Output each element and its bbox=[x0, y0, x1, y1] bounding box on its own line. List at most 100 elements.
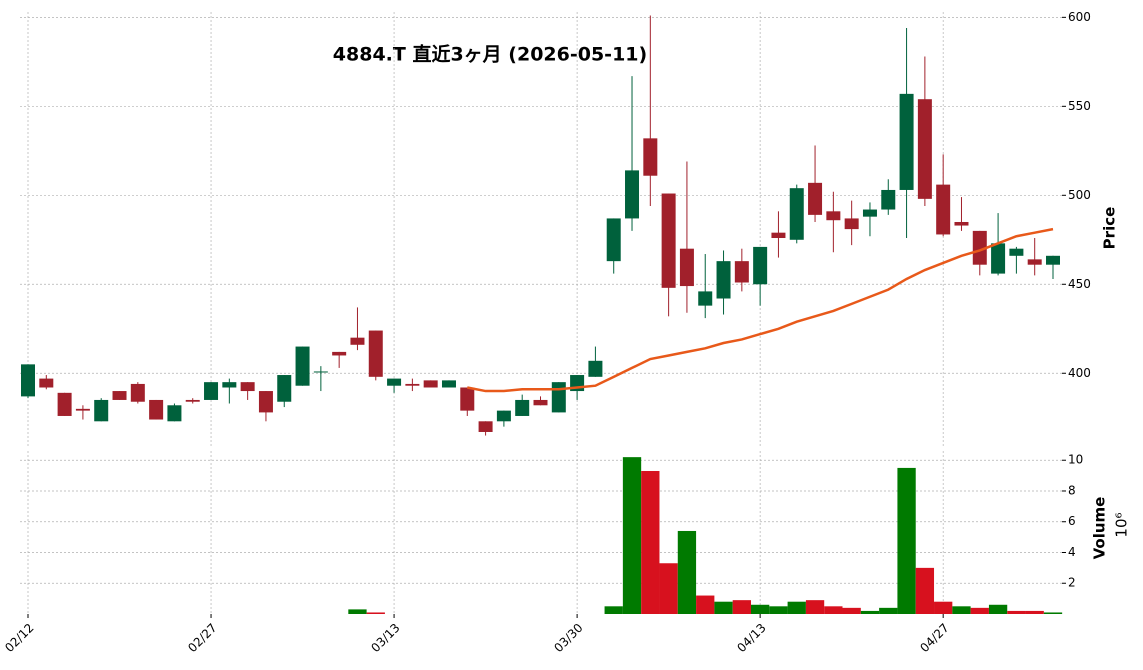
candle-body bbox=[313, 371, 328, 373]
candle-body bbox=[167, 405, 182, 422]
candle-body bbox=[387, 378, 402, 386]
y-tick-label: 500 bbox=[1068, 188, 1091, 202]
volume-bar bbox=[970, 607, 989, 614]
volume-bar bbox=[750, 604, 770, 614]
y-tick-label: 600 bbox=[1068, 10, 1091, 24]
candle-body bbox=[606, 218, 621, 262]
volume-bar bbox=[952, 606, 971, 614]
volume-bar bbox=[879, 607, 898, 614]
candle-body bbox=[551, 382, 566, 413]
candle-body bbox=[917, 99, 932, 199]
candle-body bbox=[972, 230, 987, 265]
candle-body bbox=[478, 421, 493, 432]
candle-body bbox=[39, 378, 54, 388]
candle-body bbox=[515, 399, 530, 416]
volume-axis-title: Volume bbox=[1091, 497, 1109, 560]
candle-body bbox=[991, 243, 1006, 274]
volume-bar bbox=[805, 600, 825, 614]
candle-body bbox=[332, 351, 347, 356]
candle-body bbox=[771, 232, 786, 239]
candle-body bbox=[441, 380, 456, 388]
candle-body bbox=[1027, 259, 1042, 265]
x-tick-label: 03/30 bbox=[551, 621, 585, 655]
candle-body bbox=[899, 93, 914, 190]
candle-body bbox=[1009, 248, 1024, 256]
volume-tick-label: 4 bbox=[1068, 545, 1076, 559]
candle-body bbox=[258, 391, 273, 413]
volume-offset-label: 10⁶ bbox=[1113, 512, 1131, 537]
candle-body bbox=[1046, 255, 1060, 265]
volume-bar bbox=[934, 601, 953, 614]
y-tick-label: 400 bbox=[1068, 366, 1091, 380]
candle-body bbox=[826, 211, 841, 221]
candle-body bbox=[881, 189, 896, 210]
candle-body bbox=[460, 387, 475, 411]
candle-body bbox=[75, 408, 90, 411]
candle-body bbox=[240, 382, 255, 392]
x-tick-label: 02/12 bbox=[2, 621, 36, 655]
candle-body bbox=[204, 382, 219, 400]
candle-body bbox=[112, 391, 127, 400]
volume-bar bbox=[1007, 610, 1026, 614]
volume-bar bbox=[769, 606, 788, 614]
y-tick-label: 550 bbox=[1068, 99, 1091, 113]
candle-body bbox=[350, 337, 365, 345]
x-tick-label: 04/13 bbox=[734, 621, 768, 655]
moving-average-line bbox=[467, 227, 1054, 393]
volume-bar bbox=[787, 601, 806, 614]
candle-body bbox=[808, 182, 823, 215]
candle-body bbox=[405, 383, 420, 386]
candle-body bbox=[423, 380, 438, 388]
volume-tick-label: 10 bbox=[1068, 453, 1083, 467]
candle-body bbox=[844, 218, 859, 230]
volume-bar bbox=[604, 606, 623, 614]
volume-bar bbox=[622, 457, 642, 614]
candle-body bbox=[496, 410, 511, 422]
volume-bar bbox=[348, 609, 367, 614]
volume-bar bbox=[366, 612, 385, 614]
x-tick-label: 03/13 bbox=[368, 621, 402, 655]
candle-body bbox=[954, 221, 969, 226]
candle-body bbox=[588, 360, 603, 377]
candle-body bbox=[734, 261, 749, 283]
candle-body bbox=[222, 382, 237, 388]
candle-body bbox=[130, 383, 145, 402]
candle-body bbox=[368, 330, 383, 377]
candle-body bbox=[789, 188, 804, 240]
candle-body bbox=[277, 375, 292, 402]
candle-body bbox=[295, 346, 310, 386]
candle-body bbox=[94, 399, 109, 422]
volume-bar bbox=[641, 470, 660, 614]
x-tick-label: 02/27 bbox=[185, 621, 219, 655]
volume-bar bbox=[915, 567, 935, 614]
candle-body bbox=[57, 392, 72, 416]
y-tick-label: 450 bbox=[1068, 277, 1091, 291]
candle-body bbox=[753, 246, 768, 285]
candle-body bbox=[21, 364, 35, 397]
volume-bar bbox=[842, 607, 861, 614]
volume-tick-label: 8 bbox=[1068, 483, 1076, 497]
volume-bar bbox=[897, 467, 916, 614]
volume-bar bbox=[988, 604, 1008, 614]
candle-body bbox=[185, 399, 200, 402]
volume-bar bbox=[677, 530, 697, 614]
volume-bar bbox=[732, 600, 751, 614]
candle-body bbox=[716, 261, 731, 299]
volume-bar bbox=[696, 595, 715, 614]
volume-bar bbox=[714, 601, 733, 614]
volume-bar bbox=[1043, 612, 1063, 614]
candle-body bbox=[643, 138, 658, 176]
volume-tick-label: 2 bbox=[1068, 576, 1076, 590]
candle-body bbox=[625, 170, 640, 219]
volume-tick-label: 6 bbox=[1068, 514, 1076, 528]
chart-title: 4884.T 直近3ヶ月 (2026-05-11) bbox=[333, 43, 647, 66]
volume-bar bbox=[860, 610, 880, 614]
candle-body bbox=[533, 399, 548, 406]
volume-bar bbox=[824, 606, 843, 614]
volume-bar bbox=[1025, 610, 1044, 614]
candle-body bbox=[661, 193, 676, 288]
candle-body bbox=[862, 209, 877, 217]
x-tick-label: 04/27 bbox=[917, 621, 951, 655]
candle-body bbox=[149, 399, 164, 420]
